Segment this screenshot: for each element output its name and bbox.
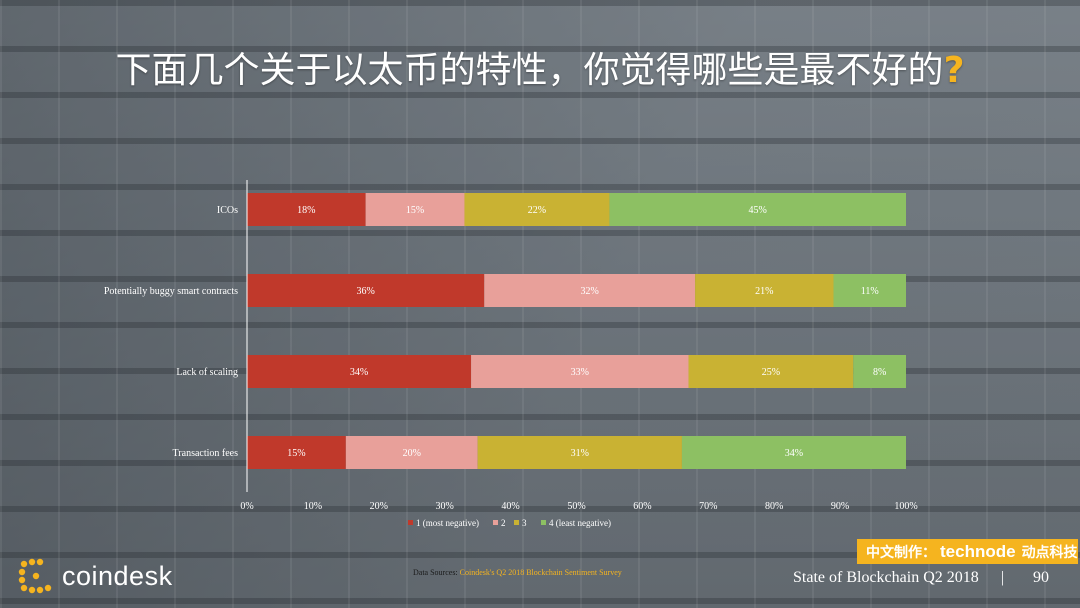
data-label: 31% <box>571 448 589 459</box>
data-label: 15% <box>287 448 305 459</box>
legend-swatch <box>541 520 546 525</box>
x-tick-label: 60% <box>633 501 651 512</box>
bar-segment <box>681 436 906 469</box>
data-label: 21% <box>755 286 773 297</box>
x-tick-label: 80% <box>765 501 783 512</box>
bar-segment <box>484 274 696 307</box>
x-tick-label: 30% <box>436 501 454 512</box>
bar-segment <box>833 274 906 307</box>
badge-suffix: 动点科技 <box>1021 544 1078 561</box>
badge-prefix: 中文制作： <box>866 544 936 561</box>
footer-title: State of Blockchain Q2 2018 <box>793 569 979 586</box>
legend-swatch <box>493 520 498 525</box>
x-tick-label: 0% <box>240 501 253 512</box>
title-question-mark: ? <box>943 50 965 91</box>
data-label: 20% <box>403 448 421 459</box>
data-label: 11% <box>861 286 879 297</box>
legend: 1 (most negative) 2 3 4 (least negative) <box>408 518 611 528</box>
x-tick-label: 40% <box>501 501 519 512</box>
data-label: 18% <box>297 205 315 216</box>
category-label: Potentially buggy smart contracts <box>104 286 238 297</box>
x-tick-label: 70% <box>699 501 717 512</box>
legend-swatch <box>514 520 519 525</box>
coindesk-logo: coindesk <box>18 557 173 595</box>
bar-segment <box>464 193 610 226</box>
bar-segment <box>247 355 472 388</box>
data-label: 15% <box>406 205 424 216</box>
title-text: 下面几个关于以太币的特性，你觉得哪些是最不好的 <box>115 50 944 91</box>
bar-segment <box>247 436 346 469</box>
bar-segment <box>247 274 485 307</box>
slide-title: 下面几个关于以太币的特性，你觉得哪些是最不好的? <box>60 48 1020 94</box>
data-label: 33% <box>571 367 589 378</box>
legend-label: 1 (most negative) <box>416 518 479 528</box>
data-label: 36% <box>356 286 374 297</box>
data-label: 34% <box>350 367 368 378</box>
data-label: 25% <box>762 367 780 378</box>
translation-badge: 中文制作： technode 动点科技 <box>857 539 1078 564</box>
data-label: 22% <box>528 205 546 216</box>
x-tick-label: 10% <box>304 501 322 512</box>
badge-brand: technode <box>940 541 1016 561</box>
data-label: 8% <box>873 367 886 378</box>
coindesk-wordmark: coindesk <box>62 560 173 591</box>
bar-segment <box>471 355 689 388</box>
legend-label: 3 <box>522 518 527 528</box>
bar-segment <box>477 436 682 469</box>
bar-segment <box>609 193 906 226</box>
data-label: 32% <box>581 286 599 297</box>
legend-swatch <box>408 520 413 525</box>
x-tick-label: 100% <box>894 501 917 512</box>
data-source-note: Data Sources: Coindesk's Q2 2018 Blockch… <box>413 568 622 577</box>
source-prefix: Data Sources: <box>413 568 460 577</box>
x-tick-label: 20% <box>370 501 388 512</box>
x-axis-ticks: 0% 10% 20% 30% 40% 50% 60% 70% 80% 90% 100% <box>240 501 917 512</box>
data-label: 45% <box>749 205 767 216</box>
bar-segment <box>853 355 906 388</box>
bar-segment <box>345 436 478 469</box>
category-label: Transaction fees <box>173 448 239 459</box>
data-label: 34% <box>785 448 803 459</box>
bar-segment <box>365 193 465 226</box>
legend-label: 4 (least negative) <box>549 518 611 528</box>
x-tick-label: 90% <box>831 501 849 512</box>
bar-segment <box>247 193 366 226</box>
category-label: ICOs <box>217 205 238 216</box>
category-labels: ICOs Potentially buggy smart contracts Lac… <box>104 205 238 459</box>
coindesk-logo-icon <box>18 558 52 594</box>
category-label: Lack of scaling <box>176 367 238 378</box>
bars-group: 18% 15% 22% 45% 36% 32% 21% 11% 34% 33% 25% 8% 15% 20… <box>247 193 906 469</box>
bar-segment <box>688 355 854 388</box>
x-tick-label: 50% <box>567 501 585 512</box>
footer-separator: | <box>1001 569 1005 586</box>
page-number: 90 <box>1033 569 1049 586</box>
legend-label: 2 <box>501 518 506 528</box>
bar-segment <box>695 274 834 307</box>
source-link[interactable]: Coindesk's Q2 2018 Blockchain Sentiment … <box>459 568 622 577</box>
